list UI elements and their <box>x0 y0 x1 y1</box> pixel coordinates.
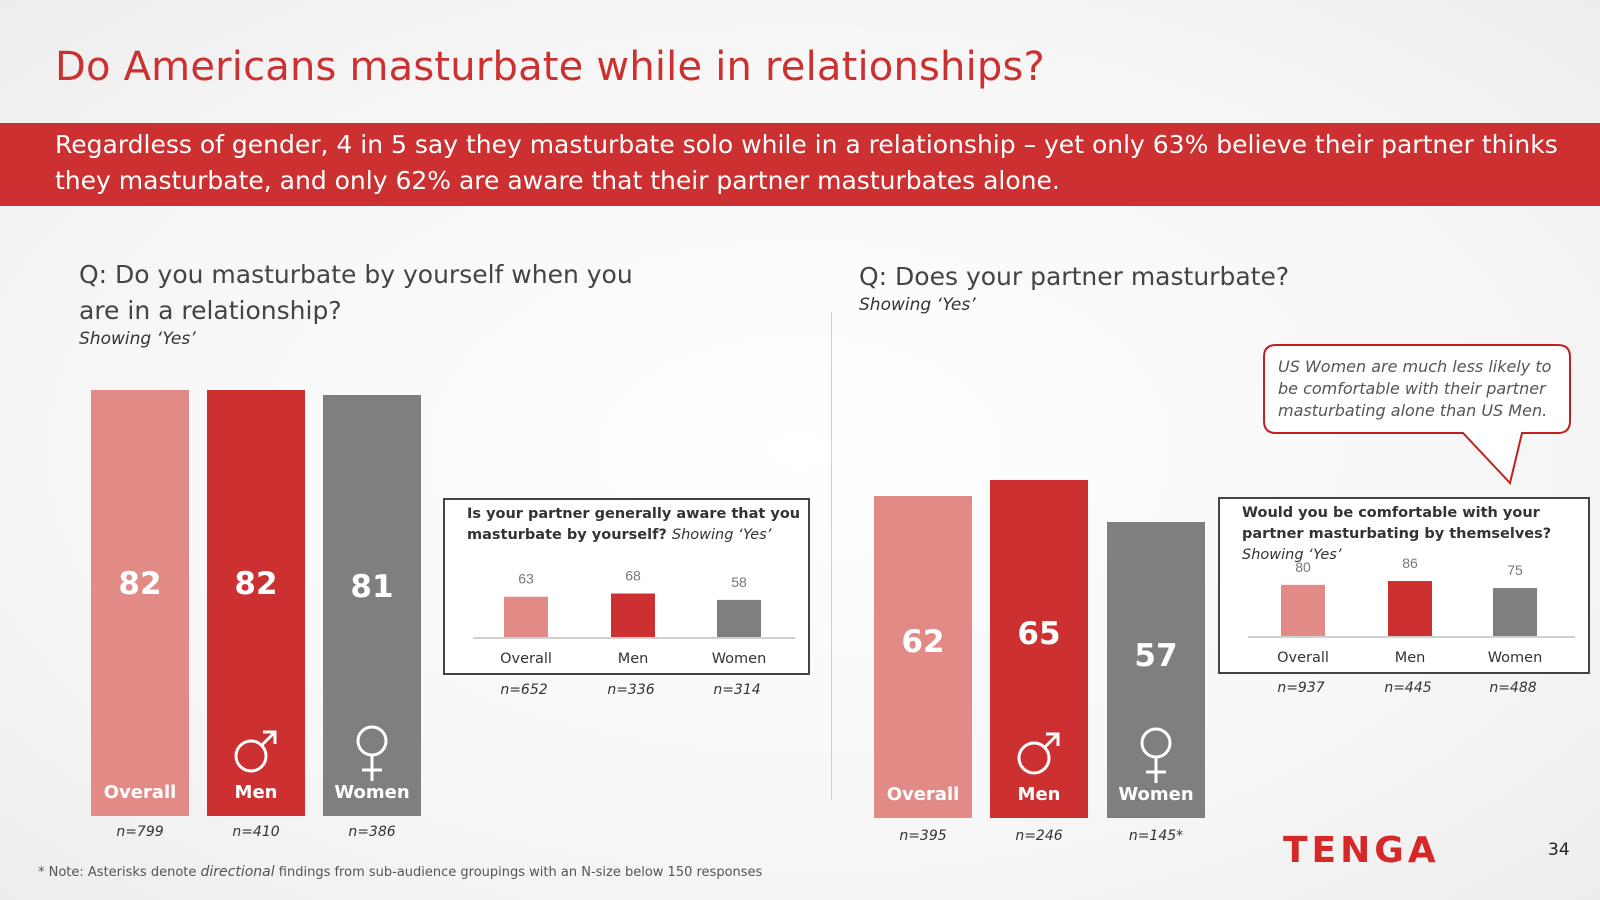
callout-bubble <box>1263 344 1571 486</box>
male-symbol-icon <box>1014 728 1064 782</box>
bar-overall: 62 Overall <box>874 495 972 818</box>
footnote: * Note: Asterisks denote directional fin… <box>38 864 763 880</box>
n-size-label: n=937 <box>1277 680 1325 696</box>
inset-value-label: 80 <box>1295 559 1311 575</box>
inset-value-label: 75 <box>1507 562 1523 578</box>
page-number: 34 <box>1548 840 1570 860</box>
n-size-label: n=488 <box>1489 680 1537 696</box>
bar-value-label: 62 <box>901 624 945 661</box>
page-title: Do Americans masturbate while in relatio… <box>55 44 1045 90</box>
bar-value-label: 82 <box>234 565 278 602</box>
bar-category-label: Overall <box>103 782 177 803</box>
question-left: Q: Do you masturbate by yourself when yo… <box>79 260 633 325</box>
headline-text: Regardless of gender, 4 in 5 say they ma… <box>55 130 1558 195</box>
headline-banner <box>0 123 1600 206</box>
bar-category-label: Men <box>234 782 278 803</box>
inset-category-label: Men <box>618 651 649 667</box>
inset-chart-left-svg: 63 Overall 68 Men 58 Women <box>473 568 795 667</box>
bar-category-label: Men <box>1017 783 1061 805</box>
bar-value-label: 82 <box>118 565 162 602</box>
n-size-label: n=395 <box>899 828 947 844</box>
bar-category-label: Overall <box>886 783 960 805</box>
inset-chart-right-svg: 80 Overall 86 Men 75 Women <box>1248 555 1575 666</box>
inset-question-right: Would you be comfortable with your partn… <box>1242 505 1552 563</box>
inset-value-label: 58 <box>731 574 747 590</box>
tenga-logo: TENGA <box>1283 830 1440 871</box>
inset-category-label: Women <box>1488 650 1543 666</box>
n-size-label: n=314 <box>713 682 761 698</box>
n-size-label: n=652 <box>500 682 548 698</box>
bar-overall: 82 Overall <box>91 390 189 816</box>
callout-text: US Women are much less likely to be comf… <box>1278 357 1552 420</box>
n-size-label: n=386 <box>348 824 396 840</box>
bar-men: 65 Men <box>990 480 1088 818</box>
n-size-label: n=410 <box>232 824 280 840</box>
inset-bar-overall <box>504 596 548 637</box>
bar-value-label: 65 <box>1017 615 1061 652</box>
n-size-label: n=799 <box>116 824 164 840</box>
inset-bar-women <box>717 599 761 637</box>
n-size-label: n=445 <box>1384 680 1432 696</box>
section-divider <box>831 312 832 800</box>
bar-value-label: 81 <box>350 568 394 605</box>
inset-category-label: Overall <box>1277 650 1329 666</box>
subtitle-left: Showing ‘Yes’ <box>79 329 196 349</box>
n-size-label: n=145* <box>1128 828 1184 844</box>
male-symbol-icon <box>231 726 281 780</box>
inset-bar-men <box>1388 581 1432 636</box>
female-symbol-icon <box>352 724 392 788</box>
inset-value-label: 86 <box>1402 555 1418 571</box>
bar-category-label: Women <box>334 781 410 803</box>
inset-value-label: 63 <box>518 571 534 587</box>
bar-women: 57 Women <box>1107 521 1205 818</box>
inset-value-label: 68 <box>625 568 641 584</box>
inset-category-label: Overall <box>500 651 552 667</box>
inset-chart-right: Would you be comfortable with your partn… <box>1218 497 1590 674</box>
inset-category-label: Women <box>712 651 767 667</box>
inset-category-label: Men <box>1395 650 1426 666</box>
n-size-label: n=246 <box>1015 828 1063 844</box>
female-symbol-icon <box>1136 726 1176 790</box>
inset-bar-women <box>1493 588 1537 636</box>
inset-bar-men <box>611 593 655 637</box>
bar-value-label: 57 <box>1134 638 1178 675</box>
inset-question-left: Is your partner generally aware that you… <box>467 506 801 543</box>
question-right: Q: Does your partner masturbate? <box>859 262 1290 291</box>
n-size-label: n=336 <box>607 682 655 698</box>
inset-chart-left: Is your partner generally aware that you… <box>443 498 810 675</box>
bar-category-label: Women <box>1118 783 1194 805</box>
subtitle-right: Showing ‘Yes’ <box>859 295 976 315</box>
inset-bar-overall <box>1281 584 1325 636</box>
bar-men: 82 Men <box>207 390 305 816</box>
bar-women: 81 Women <box>323 395 421 816</box>
